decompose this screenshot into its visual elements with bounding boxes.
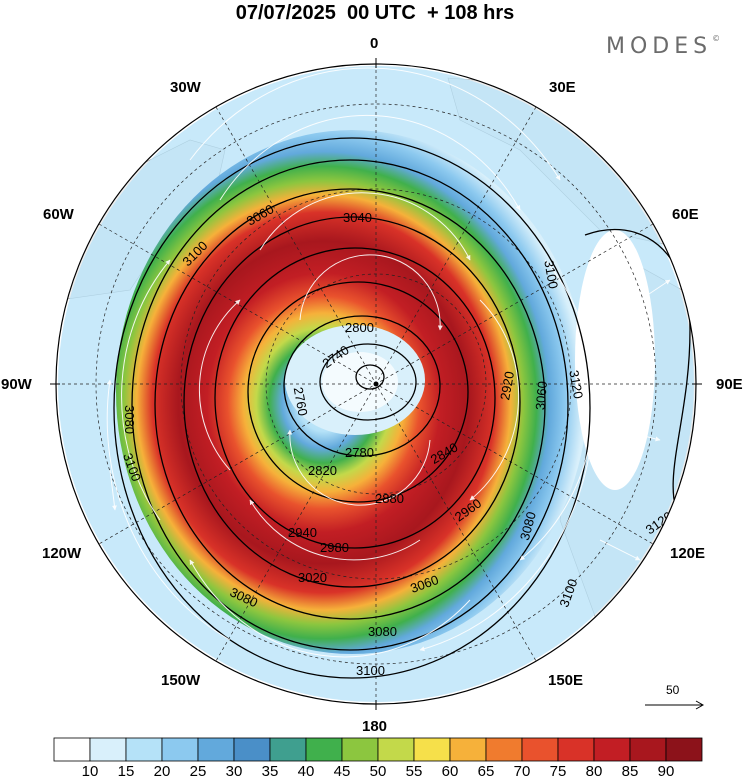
colorbar-tick-label: 85 (621, 763, 639, 780)
colorbar-cell (197, 737, 235, 762)
pole-marker (373, 381, 379, 387)
contour-label: 3120 (566, 369, 586, 400)
inner-pale-core (322, 352, 398, 412)
contour-label: 3080 (517, 510, 539, 542)
lon-label-0: 0 (370, 35, 379, 52)
colorbar-tick-label: 60 (441, 763, 459, 780)
contour-label: 3100 (356, 663, 385, 678)
colorbar-cell (53, 737, 91, 762)
white-pocket-east (575, 230, 655, 490)
contour-label: 2780 (345, 445, 374, 460)
reference-vector-arrow (645, 700, 705, 710)
reference-vector-label: 50 (666, 683, 680, 697)
colorbar-tick-label: 90 (657, 763, 675, 780)
colorbar-tick-label: 70 (513, 763, 531, 780)
contour-label: 3080 (368, 624, 397, 639)
lon-label-90w: 90W (1, 376, 32, 393)
contour-label: 2980 (320, 540, 349, 555)
brand-logo: MODES© (606, 34, 720, 59)
lon-label-150e: 150E (548, 672, 584, 689)
colorbar-tick-label: 25 (189, 763, 207, 780)
lon-label-120w: 120W (42, 545, 82, 562)
contour-label: 2880 (375, 491, 404, 506)
brand-mark: © (712, 34, 721, 43)
contour-label: 3080 (122, 405, 137, 434)
colorbar-tick-label: 55 (405, 763, 423, 780)
height-contours (113, 137, 691, 679)
colorbar-cell (521, 737, 559, 762)
colorbar-tick-label: 20 (153, 763, 171, 780)
contour-label: 3060 (533, 381, 550, 411)
lon-label-90e: 90E (716, 376, 743, 393)
lon-label-30w: 30W (170, 79, 201, 96)
polar-stereographic-map: 2740 2760 2780 2800 2820 2840 2880 2920 … (50, 58, 702, 710)
colorbar-cell (557, 737, 595, 762)
colorbar-cell (341, 737, 379, 762)
lon-label-150w: 150W (161, 672, 201, 689)
contour-label: 2940 (288, 525, 317, 540)
contour-label: 2760 (291, 386, 311, 417)
colorbar-cell (233, 737, 271, 762)
contour-label: 2800 (345, 320, 374, 335)
colorbar-cell (161, 737, 199, 762)
colorbar-cell (485, 737, 523, 762)
colorbar-cell (125, 737, 163, 762)
lon-label-180: 180 (362, 718, 388, 735)
colorbar-tick-label: 15 (117, 763, 135, 780)
contour-label: 2820 (308, 463, 337, 478)
colorbar-tick-label: 50 (369, 763, 387, 780)
lon-label-60w: 60W (43, 206, 74, 223)
colorbar-tick-label: 30 (225, 763, 243, 780)
wind-streamlines (106, 67, 671, 658)
colorbar-cell (89, 737, 127, 762)
colorbar-tick-label: 45 (333, 763, 351, 780)
brand-text: MODES (606, 34, 713, 59)
lon-label-60e: 60E (672, 206, 699, 223)
contour-label: 2920 (497, 370, 517, 401)
lon-label-120e: 120E (670, 545, 706, 562)
colorbar-tick-label: 10 (81, 763, 99, 780)
graticule-ticks (50, 58, 702, 710)
colorbar-cell (629, 737, 667, 762)
colorbar-cell (413, 737, 451, 762)
colorbar-tick-label: 40 (297, 763, 315, 780)
colorbar-tick-label: 80 (585, 763, 603, 780)
colorbar-cell (377, 737, 415, 762)
colorbar-tick-label: 75 (549, 763, 567, 780)
colorbar-cell (305, 737, 343, 762)
contour-label: 3040 (343, 210, 372, 225)
colorbar-tick-label: 65 (477, 763, 495, 780)
colorbar-cell (449, 737, 487, 762)
contour-label: 3020 (298, 570, 327, 585)
colorbar-cell (269, 737, 307, 762)
page-title: 07/07/2025 00 UTC + 108 hrs (235, 2, 515, 24)
contour-label: 3100 (541, 259, 561, 290)
lon-label-30e: 30E (549, 79, 576, 96)
colorbar-cell (593, 737, 631, 762)
colorbar-tick-label: 35 (261, 763, 279, 780)
colorbar-cell (665, 737, 703, 762)
